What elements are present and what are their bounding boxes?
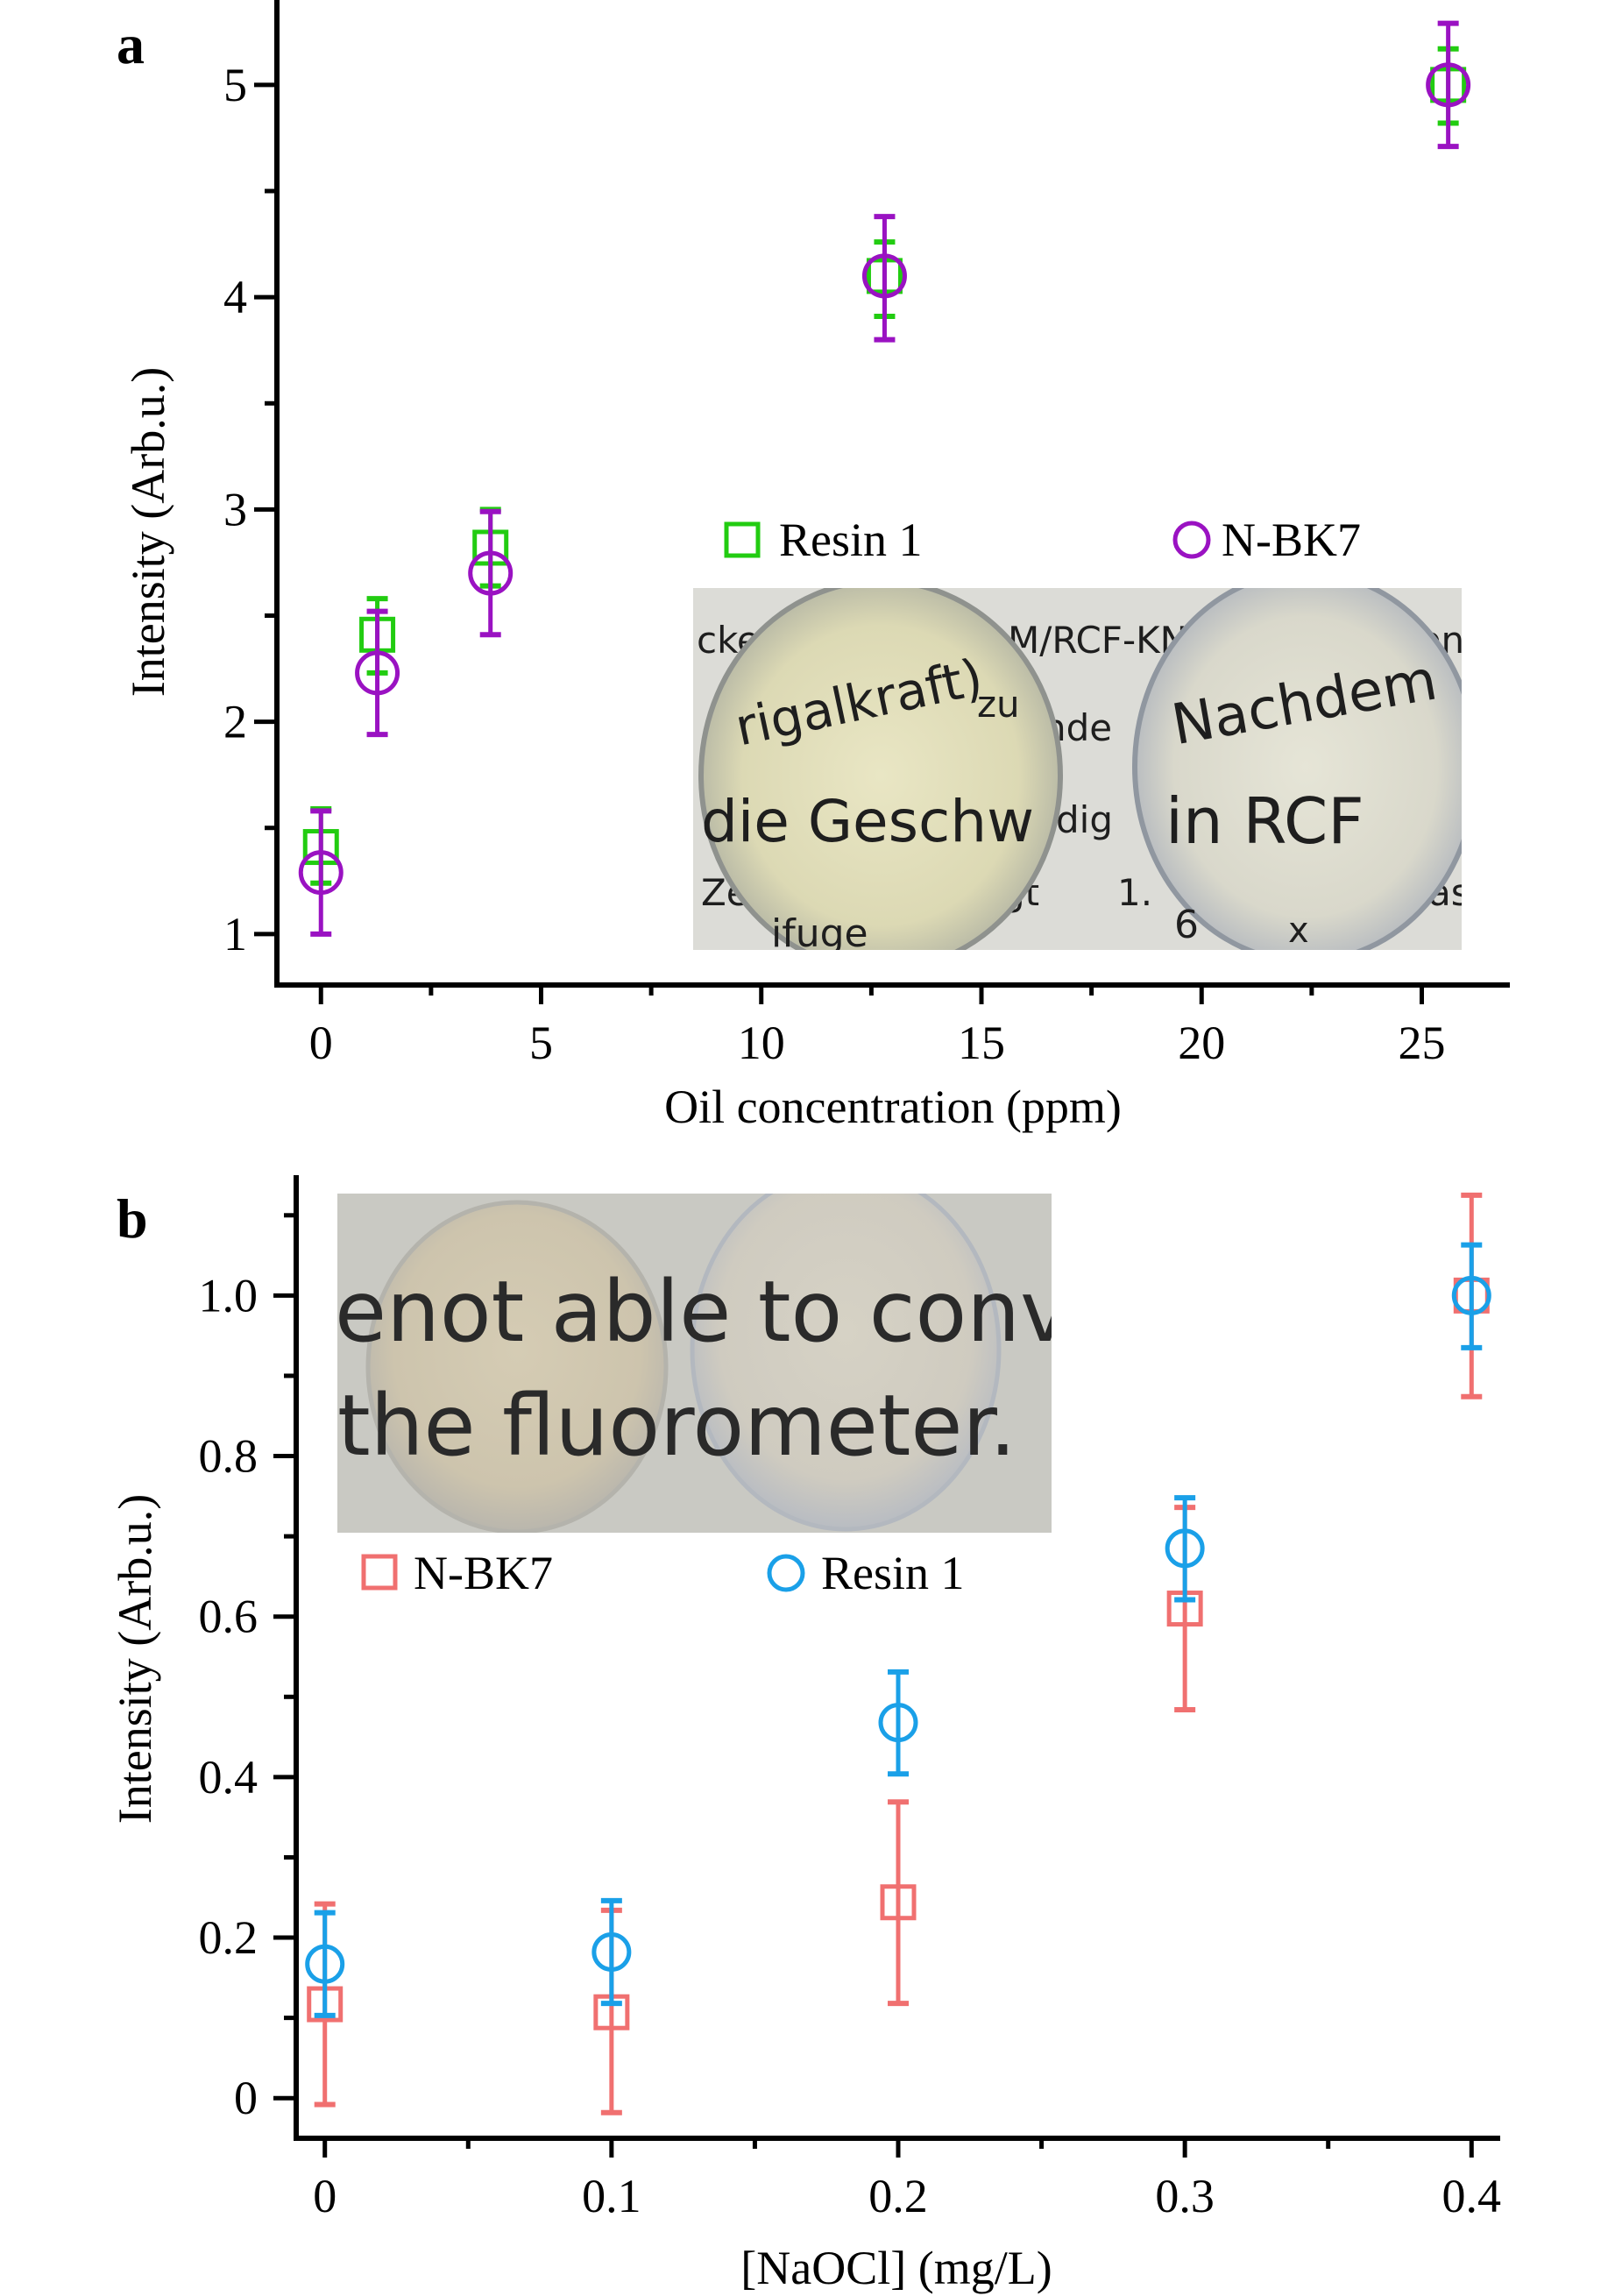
photo-text: ifuge [771,911,868,956]
panel-a: a cken M/RCF-KN den nde dig an Zen rägt … [117,0,1510,1133]
axes-a [274,0,1510,988]
circle-marker [1426,62,1471,108]
circle-marker [591,1932,632,1973]
photo-text: 1. [1117,871,1152,914]
panel-b: b enot able to conv the fluorometer. N-B… [109,1175,1502,2294]
circle-marker-icon [1172,521,1211,559]
circle-marker [298,850,344,896]
lens-nbk7 [1132,588,1462,950]
circle-marker [861,253,907,299]
data-marks-b [305,1192,1491,2115]
circle-marker [305,1944,345,1984]
y-tick-label: 0.4 [199,1751,259,1803]
y-tick-label: 0.6 [199,1591,259,1643]
x-axis-title-a: Oil concentration (ppm) [664,1081,1122,1133]
data-point[interactable] [880,1799,917,2007]
inset-photo-b: enot able to conv the fluorometer. [335,1194,1070,1533]
photo-text: zu [977,683,1020,726]
data-point[interactable] [468,508,514,638]
photo-text: dig [1056,798,1113,841]
x-tick-label: 5 [529,1017,553,1069]
data-point[interactable] [305,1910,345,2018]
panel-label-a: a [117,13,145,75]
x-tick-label: 15 [958,1017,1005,1069]
square-marker-icon [724,521,761,558]
data-point[interactable] [861,214,907,343]
lens-resin [690,1194,1002,1532]
circle-marker [468,550,514,596]
data-point[interactable] [298,808,344,937]
x-tick-label: 10 [738,1017,785,1069]
legend-label: N-BK7 [1222,514,1361,566]
photo-text: enot able to conv [335,1263,1070,1361]
y-tick-label: 2 [223,696,247,748]
photo-text: die Geschw [701,788,1034,855]
y-tick-label: 1.0 [199,1269,259,1322]
photo-text: the fluorometer. [337,1377,1016,1475]
y-tick-label: 3 [223,483,247,535]
lens-nbk7 [365,1200,669,1533]
y-tick-label: 1 [223,908,247,960]
legend-a: Resin 1 N-BK7 [724,514,1361,566]
x-tick-label: 20 [1178,1017,1225,1069]
photo-text: in RCF [1165,784,1364,858]
legend-label: N-BK7 [414,1547,553,1599]
circle-marker [1451,1275,1491,1315]
circle-marker-icon [767,1554,805,1592]
photo-text: 6 [1174,903,1199,947]
legend-item-n-bk7[interactable]: N-BK7 [361,1547,553,1599]
legend-b: N-BK7 Resin 1 [361,1547,965,1599]
square-marker-icon [361,1554,398,1591]
data-point[interactable] [591,1897,632,2007]
inset-photo-a: cken M/RCF-KN den nde dig an Zen rägt 1.… [693,588,1462,956]
data-point[interactable] [1165,1495,1205,1603]
circle-marker [1165,1528,1205,1569]
lens-resin [698,588,1063,950]
legend-item-resin-1[interactable]: Resin 1 [767,1547,965,1599]
legend-item-resin-1[interactable]: Resin 1 [724,514,923,566]
y-tick-label: 5 [223,59,247,111]
y-tick-label: 0.8 [199,1430,259,1483]
photo-text: x [1288,911,1309,951]
data-point[interactable] [1426,20,1471,150]
circle-marker [355,650,400,696]
x-tick-label: 0 [313,2170,336,2222]
data-point[interactable] [355,608,400,738]
data-point[interactable] [1451,1242,1491,1350]
x-tick-label: 0.3 [1155,2170,1215,2222]
x-tick-label: 0.2 [868,2170,928,2222]
x-tick-label: 0.4 [1442,2170,1502,2222]
square-marker [880,1884,917,1921]
ticks-b: 0 0.1 0.2 0.3 0.4 0 0.2 0.4 0.6 0.8 1.0 [199,1213,1502,2222]
data-marks-a [298,20,1471,937]
series-n-bk7 [298,20,1471,937]
x-tick-label: 25 [1399,1017,1446,1069]
legend-item-n-bk7[interactable]: N-BK7 [1172,514,1361,566]
circle-marker [878,1703,918,1743]
series-resin-1 [305,1242,1491,2018]
data-point[interactable] [878,1669,918,1777]
ticks-a: 0 5 10 15 20 25 1 2 3 4 5 [223,59,1446,1069]
y-tick-label: 4 [223,271,247,323]
x-tick-label: 0.1 [582,2170,641,2222]
panel-label-b: b [117,1187,148,1250]
y-axis-title-b: Intensity (Arb.u.) [109,1494,161,1824]
photo-text: M/RCF-KN [1008,619,1187,662]
y-tick-label: 0 [234,2072,258,2124]
y-tick-label: 0.2 [199,1911,259,1964]
y-axis-title-a: Intensity (Arb.u.) [122,367,174,697]
legend-label: Resin 1 [779,514,923,566]
legend-label: Resin 1 [821,1547,965,1599]
x-tick-label: 0 [309,1017,333,1069]
x-axis-title-b: [NaOCl] (mg/L) [740,2242,1052,2294]
